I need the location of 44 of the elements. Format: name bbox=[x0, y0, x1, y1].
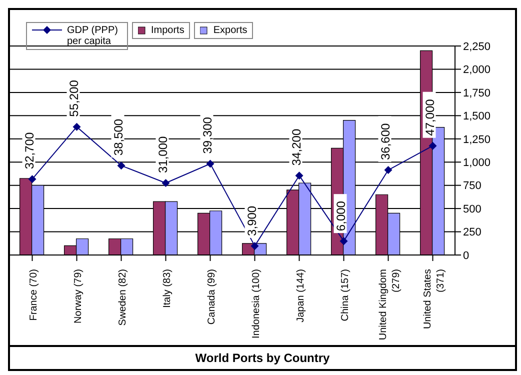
point bbox=[206, 160, 214, 168]
legend-label: Imports bbox=[151, 25, 184, 36]
point bbox=[340, 237, 348, 246]
y-tick-label: 250 bbox=[463, 226, 482, 239]
point bbox=[72, 122, 81, 131]
x-tick-label: France (70) bbox=[28, 269, 40, 321]
data-label: 32,700 bbox=[22, 132, 36, 170]
point bbox=[384, 166, 392, 174]
data-label: 6,000 bbox=[334, 200, 348, 232]
point bbox=[117, 162, 126, 170]
x-tick-label: Italy (83) bbox=[162, 269, 173, 308]
y-tick-label: 1,750 bbox=[463, 87, 491, 100]
x-tick-label: Sweden (82) bbox=[117, 269, 128, 326]
point bbox=[250, 242, 259, 250]
data-label: 47,000 bbox=[422, 98, 437, 136]
x-tick-label: China (157) bbox=[340, 269, 351, 322]
x-tick-label: United Kingdom (279) bbox=[378, 269, 402, 340]
y-tick-label: 0 bbox=[463, 250, 470, 262]
data-label: 34,200 bbox=[289, 128, 304, 166]
data-label: 36,600 bbox=[378, 122, 392, 160]
x-tick-label: Canada (99) bbox=[206, 269, 218, 325]
y-tick-label: 1,250 bbox=[463, 134, 491, 146]
x-tick-label: United States (371) bbox=[422, 269, 446, 330]
point bbox=[162, 179, 170, 188]
data-label: 31,000 bbox=[156, 136, 170, 174]
x-tick-label: Norway (79) bbox=[72, 269, 84, 324]
data-label: 39,300 bbox=[200, 116, 214, 154]
legend-label: GDP (PPP) per capita bbox=[67, 25, 119, 47]
y-tick-label: 2,250 bbox=[463, 40, 491, 53]
x-tick-label: Japan (144) bbox=[295, 269, 306, 322]
data-label: 38,500 bbox=[111, 118, 126, 156]
text: World Ports by Country bbox=[10, 345, 515, 369]
data-label: 3,900 bbox=[244, 206, 259, 236]
point bbox=[28, 175, 36, 184]
y-tick-label: 750 bbox=[463, 180, 482, 192]
legend-label: Exports bbox=[213, 25, 248, 36]
y-tick-label: 500 bbox=[463, 203, 482, 216]
y-tick-label: 1,000 bbox=[463, 157, 491, 170]
point bbox=[295, 172, 304, 180]
point bbox=[428, 142, 437, 150]
y-tick-label: 2,000 bbox=[463, 64, 491, 76]
x-tick-label: Indonesia (100) bbox=[250, 269, 262, 338]
data-label: 55,200 bbox=[66, 80, 81, 117]
y-tick-label: 1,500 bbox=[463, 110, 491, 123]
